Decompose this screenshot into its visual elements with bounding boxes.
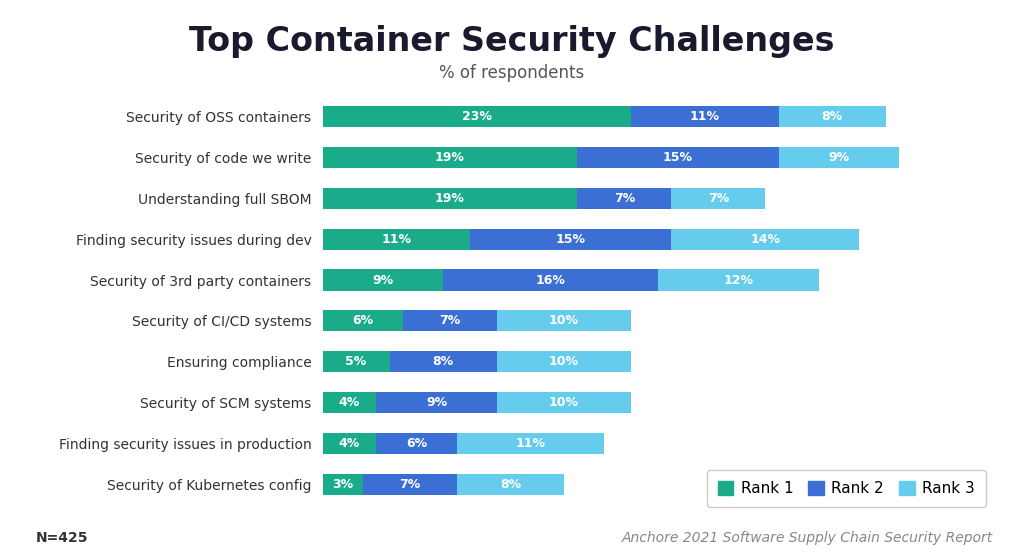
Text: 9%: 9% [828,151,850,164]
Text: 14%: 14% [751,233,780,246]
Text: 5%: 5% [345,355,367,368]
Bar [362,473,457,495]
Bar [778,106,886,127]
Text: 11%: 11% [515,437,546,450]
Text: Anchore 2021 Software Supply Chain Security Report: Anchore 2021 Software Supply Chain Secur… [622,531,993,545]
Bar [443,269,658,291]
Bar [323,269,443,291]
Text: 3%: 3% [332,478,353,491]
Text: 10%: 10% [549,314,579,328]
Text: 16%: 16% [536,273,565,287]
Text: 11%: 11% [381,233,412,246]
Bar [389,351,497,372]
Text: 4%: 4% [339,437,360,450]
Text: 7%: 7% [439,314,461,328]
Bar [323,392,376,413]
Bar [323,106,631,127]
Text: 15%: 15% [556,233,586,246]
Bar [323,188,578,209]
Text: 19%: 19% [435,151,465,164]
Text: 10%: 10% [549,396,579,409]
Bar [497,392,631,413]
Text: 11%: 11% [690,110,720,123]
Text: 8%: 8% [821,110,843,123]
Bar [403,310,497,331]
Bar [578,147,778,168]
Text: Top Container Security Challenges: Top Container Security Challenges [189,25,835,58]
Text: 8%: 8% [433,355,454,368]
Bar [457,433,604,454]
Bar [672,229,859,250]
Text: 23%: 23% [462,110,492,123]
Text: 15%: 15% [664,151,693,164]
Bar [323,351,389,372]
Bar [323,147,578,168]
Text: N=425: N=425 [36,531,88,545]
Bar [457,473,564,495]
Text: 8%: 8% [500,478,521,491]
Bar [323,310,403,331]
Text: 7%: 7% [708,192,729,205]
Bar [497,310,631,331]
Text: 19%: 19% [435,192,465,205]
Bar [658,269,819,291]
Bar [323,229,470,250]
Text: 9%: 9% [373,273,393,287]
Bar [323,433,376,454]
Text: 7%: 7% [399,478,421,491]
Text: 9%: 9% [426,396,447,409]
Bar [672,188,765,209]
Text: 6%: 6% [352,314,374,328]
Bar [376,392,497,413]
Text: 7%: 7% [613,192,635,205]
Bar [778,147,899,168]
Bar [578,188,672,209]
Bar [470,229,672,250]
Bar [497,351,631,372]
Text: % of respondents: % of respondents [439,64,585,82]
Bar [323,473,362,495]
Bar [376,433,457,454]
Text: 10%: 10% [549,355,579,368]
Text: 6%: 6% [406,437,427,450]
Legend: Rank 1, Rank 2, Rank 3: Rank 1, Rank 2, Rank 3 [707,470,986,506]
Text: 12%: 12% [723,273,754,287]
Bar [631,106,778,127]
Text: 4%: 4% [339,396,360,409]
